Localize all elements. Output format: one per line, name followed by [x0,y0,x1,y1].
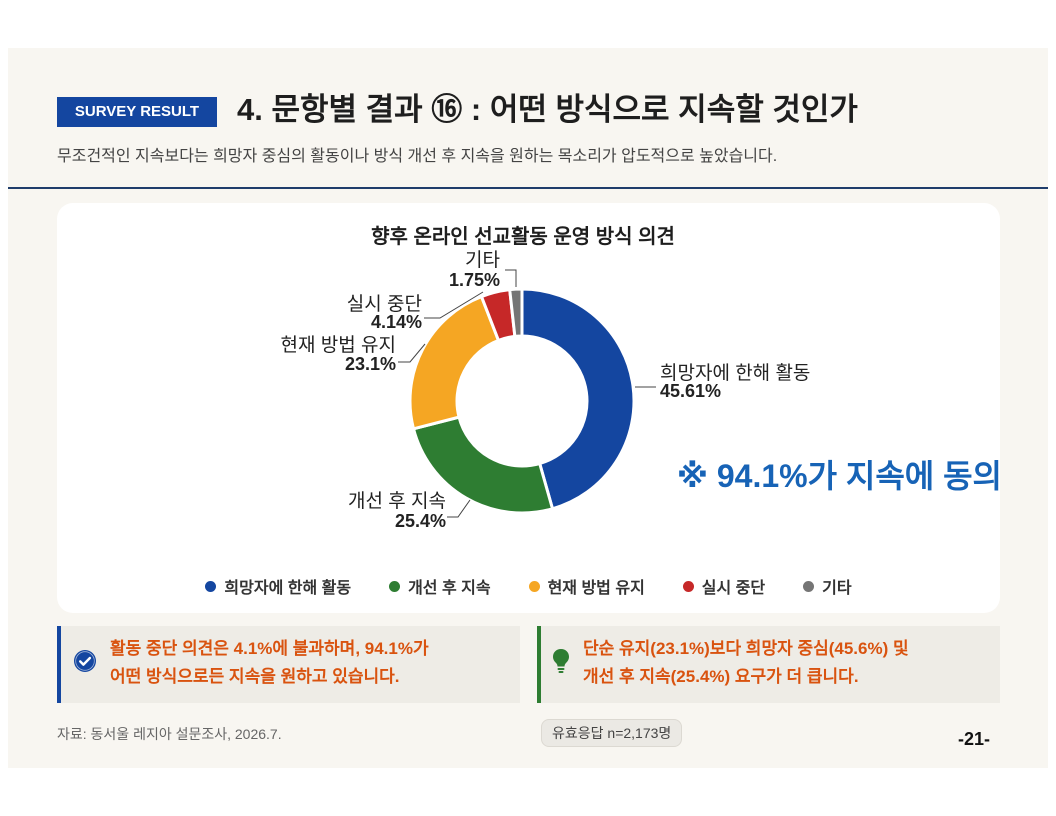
donut-slice-improve-continue [412,415,555,515]
page-subtitle: 무조건적인 지속보다는 희망자 중심의 활동이나 방식 개선 후 지속을 원하는… [57,148,778,165]
callout-line: 어떤 방식으로든 지속을 원하고 있습니다. [110,667,400,686]
legend-marker [205,580,217,592]
legend-label: 현재 방법 유지 [547,580,645,597]
donut-ring [408,287,636,515]
slice-label-hope-based-name: 희망자에 한해 활동 [660,362,810,384]
slice-label-other-value: 1.75% [449,270,500,290]
page-number: -21- [957,729,990,749]
slice-label-stop-name: 실시 중단 [347,293,422,315]
donut-slice-keep-current [408,295,500,431]
legend-item-keep-current: 현재 방법 유지 [528,574,645,598]
slice-label-keep-current-value: 23.1% [345,354,396,374]
leader-lines [398,269,656,518]
donut-slice-hope-based [520,287,636,511]
donut-chart: 향후 온라인 선교활동 운영 방식 의견 기타 1.75% 실시 중단 4.14… [281,225,811,531]
leader-line-other [505,269,517,287]
leader-line-improve-continue [447,499,471,518]
chart-annotation: ※ 94.1%가 지속에 동의 [676,458,1002,494]
slide: SURVEY RESULT 4. 문항별 결과 ⑯ : 어떤 방식으로 지속할 … [8,48,1048,768]
callout-demand-comparison: 단순 유지(23.1%)보다 희망자 중심(45.6%) 및 개선 후 지속(2… [537,626,1000,703]
leader-line-keep-current [398,343,426,363]
callout-stop-minority: 활동 중단 의견은 4.1%에 불과하며, 94.1%가 어떤 방식으로든 지속… [57,626,520,703]
survey-result-badge: SURVEY RESULT [57,97,217,127]
leader-line-stop [424,291,484,319]
legend-item-other: 기타 [803,574,852,598]
chart-legend: 희망자에 한해 활동 개선 후 지속 현재 방법 유지 실시 중단 기타 [57,574,1000,598]
check-circle-icon [74,650,96,672]
legend-marker [682,580,694,592]
legend-marker [528,580,540,592]
slice-label-hope-based-value: 45.61% [660,381,721,401]
chart-title: 향후 온라인 선교활동 운영 방식 의견 [371,225,675,248]
callout-line: 개선 후 지속(25.4%) 요구가 더 큽니다. [583,667,859,686]
lightbulb-icon [553,649,569,673]
slice-label-improve-continue-value: 25.4% [395,511,446,531]
page-title: 4. 문항별 결과 ⑯ : 어떤 방식으로 지속할 것인가 [237,92,858,127]
legend-label: 개선 후 지속 [408,580,491,597]
legend-label: 희망자에 한해 활동 [224,580,352,597]
callout-text: 활동 중단 의견은 4.1%에 불과하며, 94.1%가 어떤 방식으로든 지속… [110,635,429,691]
donut-slice-other [508,287,524,338]
slice-label-improve-continue-name: 개선 후 지속 [348,490,446,512]
header-divider [8,187,1048,189]
slice-label-stop-value: 4.14% [371,312,422,332]
callout-line: 단순 유지(23.1%)보다 희망자 중심(45.6%) 및 [583,639,909,658]
chart-card: 향후 온라인 선교활동 운영 방식 의견 기타 1.75% 실시 중단 4.14… [57,203,1000,613]
legend-label: 실시 중단 [701,580,766,597]
legend-item-stop: 실시 중단 [682,574,766,598]
legend-marker [803,580,815,592]
legend-label: 기타 [822,580,852,597]
legend-marker [389,580,401,592]
slice-label-other-name: 기타 [465,249,500,271]
callout-line: 활동 중단 의견은 4.1%에 불과하며, 94.1%가 [110,639,429,658]
legend-item-improve-continue: 개선 후 지속 [389,574,491,598]
slice-label-keep-current-name: 현재 방법 유지 [281,334,396,356]
callout-text: 단순 유지(23.1%)보다 희망자 중심(45.6%) 및 개선 후 지속(2… [583,635,909,691]
data-source-note: 자료: 동서울 레지아 설문조사, 2026.7. [57,726,282,742]
sample-size-badge: 유효응답 n=2,173명 [541,719,683,747]
legend-item-hope-based: 희망자에 한해 활동 [205,574,351,598]
